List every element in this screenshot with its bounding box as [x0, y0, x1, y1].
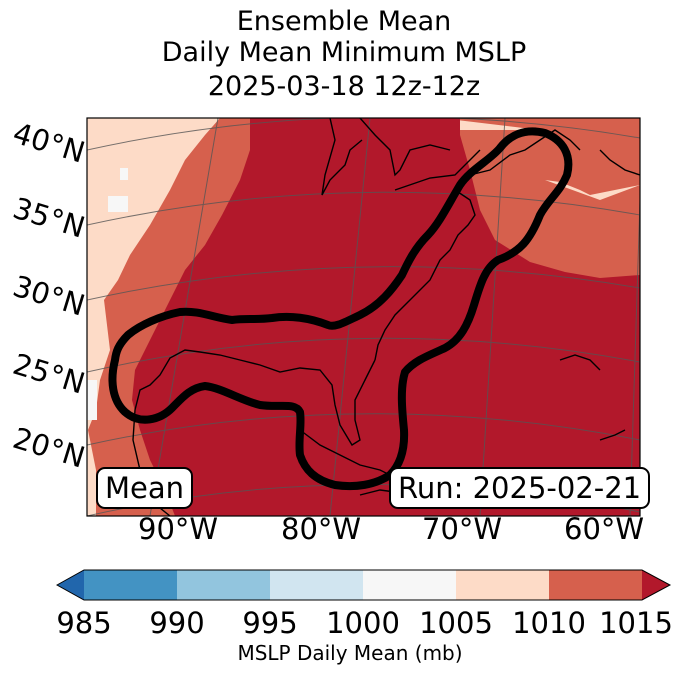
- title-line-3: 2025-03-18 12z-12z: [207, 71, 481, 102]
- field-1000-1005-patch: [87, 380, 97, 420]
- colorbar-label: MSLP Daily Mean (mb): [237, 641, 463, 665]
- lon-label-60: 60°W: [564, 512, 645, 546]
- colorbar-tick: 985: [56, 606, 112, 640]
- colorbar-tick: 1005: [419, 606, 493, 640]
- lon-label-90: 90°W: [138, 512, 219, 546]
- mean-label: Mean: [96, 467, 194, 509]
- field-1000-1005-patch: [120, 168, 128, 180]
- colorbar-tick: 1010: [512, 606, 586, 640]
- title-line-2: Daily Mean Minimum MSLP: [161, 37, 527, 68]
- colorbar-bin: [270, 570, 363, 600]
- colorbar-bin: [456, 570, 549, 600]
- colorbar-bin: [177, 570, 270, 600]
- lon-label-70: 70°W: [422, 512, 503, 546]
- field-above-1015: [132, 118, 640, 516]
- colorbar-tick: 1015: [599, 606, 673, 640]
- contour-line: [108, 127, 573, 491]
- colorbar-tick: 1000: [326, 606, 400, 640]
- field-1000-1005-patch: [108, 196, 128, 212]
- colorbar-arrow-high: [642, 570, 670, 600]
- colorbar-bin: [84, 570, 177, 600]
- colorbar-tick: 990: [149, 606, 205, 640]
- title-line-1: Ensemble Mean: [236, 6, 452, 37]
- colorbar-tick: 995: [242, 606, 298, 640]
- colorbar: [55, 569, 672, 601]
- colorbar-arrow-low: [57, 570, 84, 600]
- lon-label-80: 80°W: [281, 512, 362, 546]
- map-frame: [86, 117, 641, 517]
- map-area: [87, 118, 640, 516]
- colorbar-bin: [363, 570, 456, 600]
- run-label: Run: 2025-02-21: [389, 467, 651, 509]
- colorbar-bin: [549, 570, 642, 600]
- coastlines: [132, 118, 640, 516]
